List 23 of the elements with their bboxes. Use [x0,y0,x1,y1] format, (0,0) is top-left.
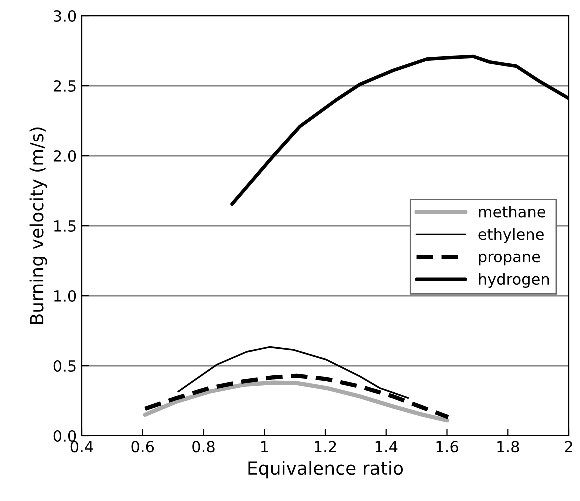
legend-label: hydrogen [479,273,550,288]
y-tick-label: 0.5 [54,360,76,372]
x-tick-label: 1.8 [498,441,520,453]
y-axis-title: Burning velocity (m/s) [30,128,48,324]
y-tick-label: 0.0 [54,430,76,442]
y-tick-label: 1.0 [54,290,76,302]
x-tick-label: 2 [565,441,572,452]
x-tick-label: 1.4 [376,441,398,452]
legend-label: propane [479,254,540,266]
x-axis-title: Equivalence ratio [248,461,404,479]
y-tick-label: 1.5 [54,220,76,232]
line-series [143,380,450,423]
x-tick-label: 0.6 [132,441,154,453]
x-tick-label: 1.2 [315,441,336,452]
x-tick-label: 1.6 [436,441,458,453]
legend-label: methane [479,206,546,218]
x-tick-label: 1 [261,441,268,452]
x-tick-label: 0.8 [192,441,215,453]
y-tick-label: 3.0 [54,10,76,22]
x-tick-label: 0.4 [70,441,94,453]
y-tick-label: 2.0 [54,150,76,162]
y-tick-label: 2.5 [54,80,76,92]
legend-label: ethylene [478,228,544,244]
